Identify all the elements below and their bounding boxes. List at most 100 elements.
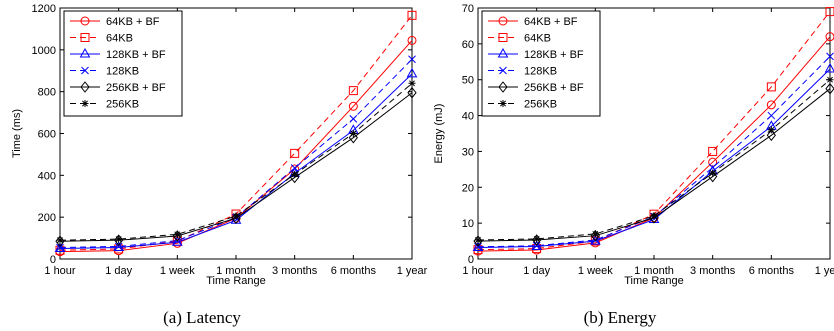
y-tick-label: 1200 xyxy=(32,3,56,15)
data-point xyxy=(766,129,776,142)
data-point xyxy=(766,82,776,92)
x-tick-label: 1 hour xyxy=(44,265,76,277)
y-tick-label: 1000 xyxy=(32,45,56,57)
data-point xyxy=(650,212,658,220)
x-tick-label: 6 months xyxy=(749,265,795,277)
x-axis-label: Time Range xyxy=(206,275,266,287)
x-tick-label: 1 week xyxy=(160,265,195,277)
data-point xyxy=(348,101,358,111)
legend-label: 128KB + BF xyxy=(524,49,584,61)
data-point xyxy=(349,115,358,123)
y-tick-label: 70 xyxy=(462,3,474,15)
energy-chart: 0 10 20 30 40 50 60 70 1 hour 1 day 1 week 1 month 3… xyxy=(433,3,834,327)
legend-marker xyxy=(497,47,509,58)
data-point xyxy=(767,126,775,134)
x-tick-label: 1 year xyxy=(815,265,834,277)
data-point xyxy=(408,55,416,64)
series-line xyxy=(477,68,831,249)
y-axis-label: Time (ms) xyxy=(11,109,23,158)
chart-caption: (a) Latency xyxy=(163,308,241,327)
data-point xyxy=(406,67,418,78)
legend-label: 64KB + BF xyxy=(106,16,160,28)
y-tick-label: 60 xyxy=(462,39,474,51)
legend-label: 128KB + BF xyxy=(106,49,166,61)
legend-box xyxy=(63,10,183,117)
y-tick-label: 30 xyxy=(462,146,474,158)
y-tick-label: 10 xyxy=(462,218,474,230)
data-point xyxy=(56,236,64,244)
data-point xyxy=(290,171,300,184)
x-tick-label: 1 day xyxy=(523,265,550,277)
y-axis-label: Energy (mJ) xyxy=(433,104,445,164)
latency-chart: 0 200 400 600 800 1000 1200 1 hour 1 day 1 week 1 … xyxy=(11,3,428,327)
data-point xyxy=(591,230,599,238)
data-point xyxy=(291,170,299,178)
x-tick-label: 1 month xyxy=(216,265,256,277)
x-tick-label: 1 hour xyxy=(462,265,494,277)
data-point xyxy=(290,164,299,172)
legend-label: 64KB xyxy=(524,33,551,45)
data-point xyxy=(708,163,717,172)
data-point xyxy=(824,62,834,73)
legend-marker xyxy=(80,33,90,42)
x-axis-label: Time Range xyxy=(624,275,684,287)
data-point xyxy=(349,130,357,137)
x-tick-label: 3 months xyxy=(272,265,318,277)
y-tick-label: 20 xyxy=(462,182,474,194)
data-point xyxy=(826,76,834,84)
legend-label: 128KB xyxy=(106,66,139,78)
data-point xyxy=(766,100,776,110)
data-point xyxy=(408,79,416,87)
legend-marker xyxy=(80,81,90,93)
data-point xyxy=(825,7,834,17)
legend-marker xyxy=(498,33,508,42)
data-point xyxy=(533,235,541,243)
x-tick-label: 1 week xyxy=(578,265,613,277)
legend-label: 64KB + BF xyxy=(524,16,578,28)
y-tick-label: 800 xyxy=(38,87,56,99)
data-point xyxy=(708,146,718,156)
data-point xyxy=(348,86,358,96)
legend-marker xyxy=(498,81,508,93)
y-tick-label: 600 xyxy=(38,129,56,141)
y-tick-label: 200 xyxy=(38,212,56,224)
data-point xyxy=(232,212,240,220)
data-point xyxy=(55,235,65,248)
x-tick-label: 1 day xyxy=(105,265,132,277)
legend-label: 256KB + BF xyxy=(524,82,584,94)
x-tick-label: 3 months xyxy=(690,265,736,277)
data-point xyxy=(56,243,64,252)
data-point xyxy=(474,236,482,244)
legend-box xyxy=(481,10,601,117)
data-point xyxy=(290,148,300,158)
legend-label: 256KB xyxy=(106,99,139,111)
chart-caption: (b) Energy xyxy=(584,308,657,327)
data-point xyxy=(407,10,417,20)
series-5 xyxy=(474,76,834,244)
y-tick-label: 0 xyxy=(50,254,56,266)
data-point xyxy=(173,230,181,238)
y-tick-label: 0 xyxy=(468,254,474,266)
legend-marker xyxy=(81,66,89,75)
legend-marker xyxy=(498,16,508,26)
data-point xyxy=(407,86,417,99)
x-tick-label: 1 month xyxy=(634,265,674,277)
legend-marker xyxy=(499,100,507,107)
y-tick-label: 40 xyxy=(462,111,474,123)
legend-label: 256KB + BF xyxy=(106,82,166,94)
y-tick-label: 50 xyxy=(462,75,474,87)
legend-marker xyxy=(499,66,507,75)
legend-label: 64KB xyxy=(106,33,133,45)
legend-label: 256KB xyxy=(524,99,557,111)
data-point xyxy=(767,111,776,120)
legend: 64KB + BF 64KB 128KB + BF 128KB 256KB + BF 25… xyxy=(481,10,601,117)
legend-marker xyxy=(79,47,91,58)
data-point xyxy=(407,35,417,45)
legend-label: 128KB xyxy=(524,66,557,78)
data-point xyxy=(114,242,123,251)
x-tick-label: 6 months xyxy=(331,265,377,277)
legend-marker xyxy=(80,16,90,26)
data-point xyxy=(825,32,834,42)
legend: 64KB + BF 64KB 128KB + BF 128KB 256KB + BF 25… xyxy=(63,10,183,117)
